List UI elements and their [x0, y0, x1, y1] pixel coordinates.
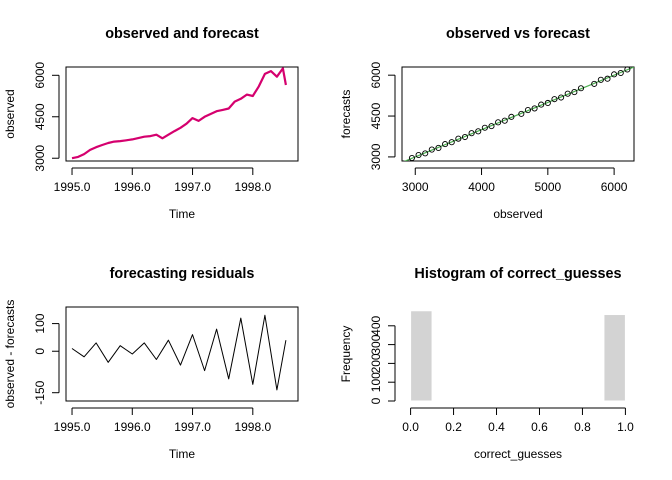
- y-axis-label: observed: [3, 89, 17, 138]
- scatter-point: [518, 110, 525, 117]
- chart-title: Histogram of correct_guesses: [414, 266, 621, 282]
- scatter-point: [531, 105, 538, 112]
- x-tick-label: 1995.0: [54, 180, 91, 194]
- plot-frame: [65, 306, 299, 402]
- x-tick-label: 1996.0: [114, 420, 151, 434]
- x-tick-label: 1997.0: [174, 180, 211, 194]
- chart-title: observed and forecast: [105, 26, 259, 42]
- x-tick-label: 1997.0: [174, 420, 211, 434]
- scatter-point: [544, 99, 551, 107]
- y-tick-label: 100: [33, 313, 47, 333]
- y-tick-label: 4500: [33, 103, 47, 130]
- scatter-point: [597, 76, 604, 83]
- scatter-point: [442, 141, 449, 148]
- histogram-bar: [603, 314, 626, 402]
- x-axis-label: correct_guesses: [474, 447, 562, 461]
- x-tick-label: 5000: [534, 180, 561, 194]
- scatter-point: [624, 66, 631, 73]
- x-axis-label: Time: [169, 207, 196, 221]
- scatter-point: [508, 113, 515, 120]
- scatter-point: [422, 150, 429, 157]
- x-tick-label: 1998.0: [234, 180, 271, 194]
- x-axis-label: Time: [169, 447, 196, 461]
- y-axis-label: observed - forecasts: [3, 300, 17, 409]
- y-tick-label: 200: [369, 353, 383, 373]
- plot-frame: [401, 66, 635, 162]
- x-tick-label: 0.0: [402, 420, 419, 434]
- y-tick-label: 3000: [33, 145, 47, 172]
- x-tick-label: 1995.0: [54, 420, 91, 434]
- y-tick-label: 4500: [369, 102, 383, 129]
- scatter-point: [468, 130, 475, 137]
- scatter-point: [524, 106, 531, 114]
- histogram-bar: [410, 310, 433, 402]
- x-tick-label: 1.0: [617, 420, 634, 434]
- observed-forecast-line: [71, 67, 287, 160]
- scatter-point: [501, 117, 508, 124]
- scatter-point: [611, 71, 618, 78]
- residuals-line: [71, 314, 287, 391]
- scatter-point: [488, 123, 495, 130]
- y-axis-label: forecasts: [339, 90, 353, 139]
- scatter-point: [448, 139, 455, 146]
- scatter-point: [577, 85, 585, 92]
- scatter-point: [591, 80, 598, 87]
- x-tick-label: 3000: [402, 180, 429, 194]
- y-tick-label: 6000: [369, 62, 383, 89]
- scatter-point: [455, 135, 462, 142]
- x-tick-label: 1998.0: [234, 420, 271, 434]
- x-tick-label: 4000: [468, 180, 495, 194]
- scatter-point: [551, 96, 558, 103]
- scatter-point: [435, 144, 442, 151]
- x-tick-label: 1996.0: [114, 180, 151, 194]
- y-tick-label: 0: [369, 397, 383, 404]
- scatter-point: [475, 128, 482, 135]
- scatter-point: [571, 89, 578, 96]
- y-tick-label: -150: [33, 380, 47, 404]
- x-tick-label: 6000: [601, 180, 628, 194]
- scatter-point: [495, 119, 502, 126]
- x-axis-label: observed: [493, 207, 542, 221]
- chart-title: forecasting residuals: [110, 266, 255, 282]
- scatter-point: [617, 69, 624, 77]
- scatter-point: [481, 124, 488, 131]
- x-tick-label: 0.4: [488, 420, 505, 434]
- y-tick-label: 300: [369, 334, 383, 354]
- y-tick-label: 6000: [33, 62, 47, 89]
- x-tick-label: 0.2: [445, 420, 462, 434]
- scatter-point: [408, 154, 415, 162]
- y-tick-label: 100: [369, 372, 383, 392]
- scatter-point: [558, 94, 565, 101]
- x-tick-label: 0.6: [531, 420, 548, 434]
- y-tick-label: 0: [33, 348, 47, 355]
- plot-frame: [65, 66, 299, 162]
- y-tick-label: 400: [369, 315, 383, 335]
- x-tick-label: 0.8: [574, 420, 591, 434]
- y-tick-label: 3000: [369, 143, 383, 170]
- chart-title: observed vs forecast: [446, 26, 590, 42]
- scatter-point: [461, 133, 469, 141]
- scatter-point: [428, 146, 435, 153]
- y-axis-label: Frequency: [339, 326, 353, 383]
- scatter-point: [538, 101, 545, 108]
- scatter-point: [564, 90, 571, 97]
- scatter-point: [415, 151, 422, 159]
- scatter-point: [604, 75, 611, 82]
